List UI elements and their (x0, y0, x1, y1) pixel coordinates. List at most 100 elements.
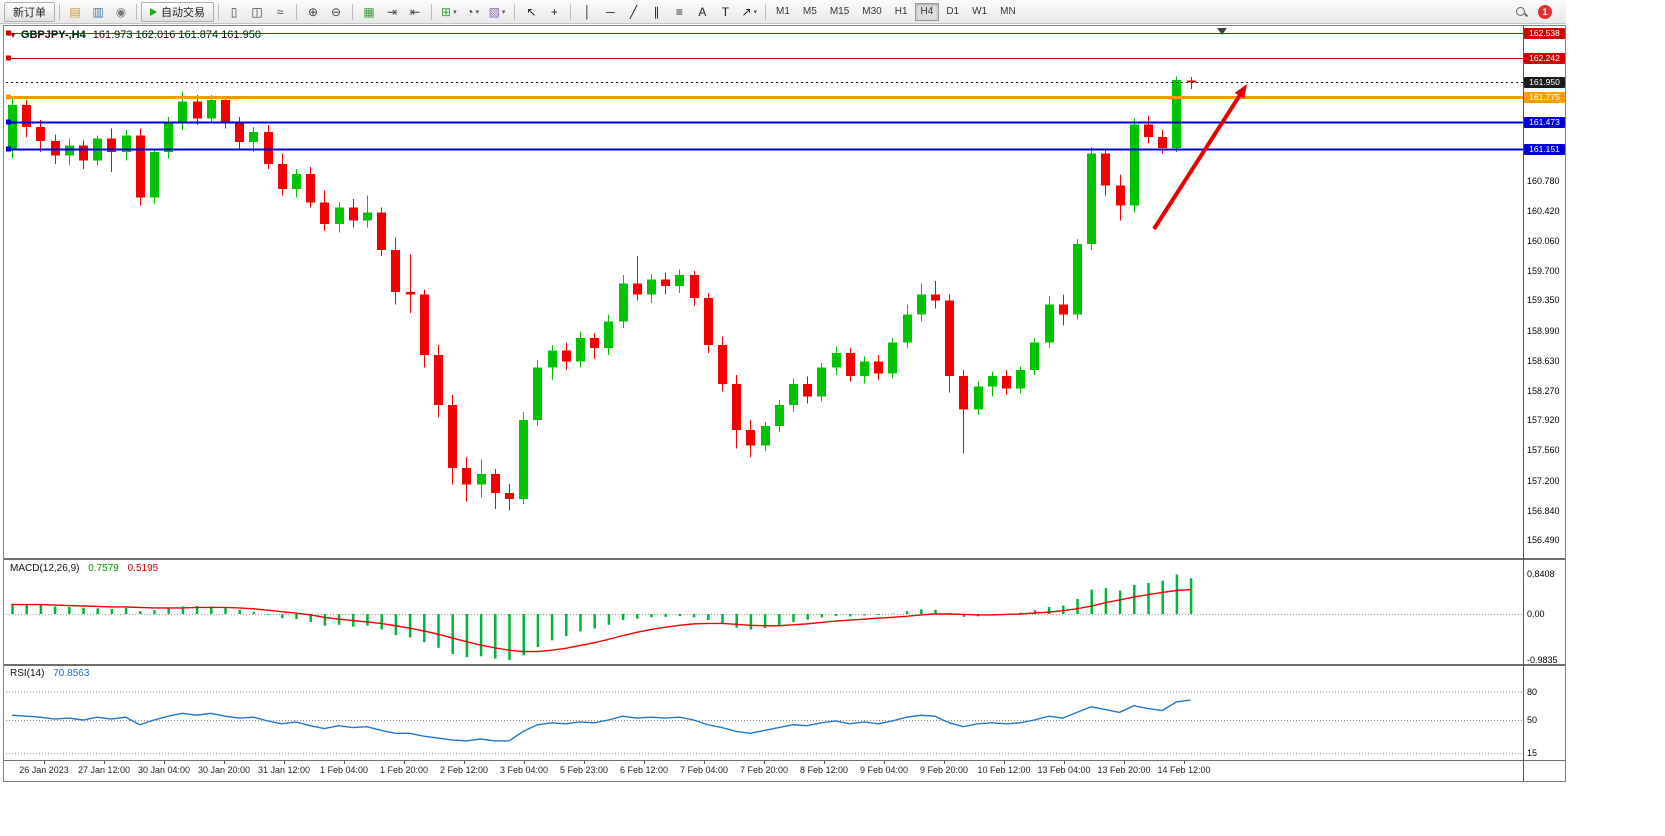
timeframe-d1-button[interactable]: D1 (946, 6, 960, 17)
macd-signal-value: 0.5195 (127, 563, 159, 574)
chart-title: ▼ GBPJPY-,H4 161.973 162.016 161.874 161… (9, 29, 261, 41)
bar-chart-icon[interactable]: ▯ (230, 4, 238, 19)
time-axis-label: 31 Jan 12:00 (257, 765, 311, 775)
macd-scale-tick: 0.00 (1527, 609, 1545, 619)
time-axis-label: 3 Feb 04:00 (499, 765, 549, 775)
channel-icon[interactable]: ∥ (653, 4, 660, 19)
time-axis-label: 5 Feb 23:00 (559, 765, 609, 775)
chart-area[interactable]: ▼ GBPJPY-,H4 161.973 162.016 161.874 161… (3, 25, 1566, 782)
time-axis-label: 14 Feb 12:00 (1157, 765, 1211, 775)
data-window-icon[interactable]: ◉ (115, 4, 127, 19)
line-chart-icon[interactable]: ≈ (276, 4, 284, 19)
chart-shift-icon[interactable]: ⇤ (409, 4, 421, 19)
dropdown-caret-icon: ▾ (475, 8, 479, 16)
time-axis-label: 10 Feb 12:00 (977, 765, 1031, 775)
pane-separator[interactable] (4, 664, 1565, 666)
time-axis-label: 9 Feb 04:00 (859, 765, 909, 775)
timeframe-h4-button[interactable]: H4 (914, 2, 940, 21)
time-axis-label: 1 Feb 04:00 (319, 765, 369, 775)
templates-icon[interactable]: ▧ ▾ (488, 4, 506, 19)
timeframe-m15-button[interactable]: M15 (829, 6, 850, 17)
line-anchor-marker (6, 146, 11, 152)
toolbar-tool-groups: ▯ ◫ ≈ ⊕ ⊖ ▦ ⇥ ⇤ ⊞ ▾ ◔ ▾ ▧ ▾ ↖ + │ ─ ╱ ∥ ≡ A T ↗ ▾ (223, 2, 761, 22)
chart-ohlc: 161.973 162.016 161.874 161.950 (92, 29, 261, 41)
text-icon[interactable]: A (698, 4, 707, 19)
timeframe-h1-button[interactable]: H1 (894, 6, 908, 17)
dropdown-caret-icon: ▾ (753, 8, 758, 16)
time-axis-label: 8 Feb 12:00 (799, 765, 849, 775)
arrows-icon[interactable]: ↗ ▾ (741, 4, 758, 19)
auto-scroll-icon[interactable]: ⇥ (386, 4, 398, 19)
toolbar: 新订单 ▤ ▥ ◉ 自动交易 ▯ ◫ ≈ ⊕ ⊖ ▦ ⇥ ⇤ ⊞ ▾ ◔ ▾ ▧ ▾ ↖ + │ ─ ╱ ∥ ≡ A T ↗ ▾ M… (0, 0, 1566, 24)
zoom-out-icon[interactable]: ⊖ (330, 4, 342, 19)
chart-shift-marker[interactable] (1217, 28, 1227, 35)
price-scale-tick: 158.990 (1527, 325, 1560, 336)
timeframe-mn-button[interactable]: MN (1000, 6, 1016, 17)
timeframe-m30-button[interactable]: M30 (862, 6, 882, 17)
macd-scale-tick: 0.8408 (1527, 569, 1555, 580)
macd-main-value: 0.7579 (88, 563, 119, 574)
horizontal-line-icon[interactable]: ─ (606, 4, 615, 19)
history-center-icon[interactable]: ▤ (69, 4, 81, 19)
time-axis-label: 6 Feb 12:00 (619, 765, 669, 775)
trendline-icon[interactable]: ╱ (629, 4, 638, 19)
toolbar-separator (136, 3, 137, 20)
time-axis-label: 1 Feb 20:00 (379, 765, 429, 775)
price-scale-tick: 158.630 (1527, 355, 1560, 366)
candles-layer (8, 76, 1196, 511)
price-scale-tick: 160.060 (1527, 235, 1560, 246)
candlestick-chart-icon[interactable]: ◫ (251, 4, 263, 19)
toolbar-separator (514, 3, 516, 20)
macd-name: MACD(12,26,9) (10, 563, 80, 574)
trend-arrow-head (1234, 84, 1247, 99)
price-scale-tick: 160.780 (1527, 175, 1560, 186)
line-anchor-marker (6, 30, 11, 36)
new-order-button[interactable]: 新订单 (4, 1, 55, 22)
rsi-label: RSI(14) 70.8563 (10, 668, 89, 679)
price-scale-tick: 156.490 (1527, 535, 1560, 546)
time-axis-label: 30 Jan 04:00 (137, 765, 191, 775)
timeframe-w1-button[interactable]: W1 (972, 6, 988, 17)
price-scale-tick: 158.270 (1527, 385, 1560, 396)
price-scale-tick: 157.200 (1527, 475, 1560, 486)
dropdown-caret-icon: ▾ (501, 8, 506, 16)
pane-separator[interactable] (4, 558, 1565, 560)
time-axis-label: 9 Feb 20:00 (919, 765, 969, 775)
auto-trading-button[interactable]: 自动交易 (141, 1, 214, 22)
periods-icon[interactable]: ◔ ▾ (466, 4, 479, 19)
price-scale-tick: 157.920 (1527, 415, 1560, 426)
profiles-icon[interactable]: ▥ (92, 4, 104, 19)
line-anchor-marker (6, 55, 11, 61)
price-scale[interactable]: 160.780 160.420 160.060 159.700 159.350 158.9… (1524, 26, 1566, 781)
vertical-line-icon[interactable]: │ (583, 4, 592, 19)
tile-windows-icon[interactable]: ▦ (363, 4, 375, 19)
dropdown-caret-icon: ▾ (453, 8, 457, 16)
time-axis-label: 26 Jan 2023 (19, 765, 69, 775)
toolbar-separator (570, 3, 572, 20)
axis-separator (4, 760, 1565, 761)
cursor-icon[interactable]: ↖ (526, 4, 537, 19)
timeframe-m5-button[interactable]: M5 (802, 6, 817, 17)
time-axis-label: 30 Jan 20:00 (197, 765, 251, 775)
time-axis[interactable]: 26 Jan 2023 27 Jan 12:00 30 Jan 04:00 30 Ja… (4, 761, 1523, 781)
time-axis-label: 2 Feb 12:00 (439, 765, 489, 775)
search-button[interactable] (1510, 2, 1532, 22)
timeframe-m1-button[interactable]: M1 (776, 6, 790, 17)
crosshair-icon[interactable]: + (550, 4, 558, 19)
toolbar-separator (765, 3, 767, 20)
search-icon (1514, 5, 1528, 19)
zoom-in-icon[interactable]: ⊕ (307, 4, 319, 19)
time-axis-label: 13 Feb 04:00 (1037, 765, 1091, 775)
fibonacci-icon[interactable]: ≡ (675, 4, 683, 19)
symbol-marker-icon: ▼ (9, 31, 17, 40)
indicators-icon[interactable]: ⊞ ▾ (441, 4, 457, 19)
notification-badge[interactable]: 1 (1538, 4, 1552, 19)
timeframe-toolbar: M1 M5 M15 M30 H1 H4 D1 W1 MN (770, 2, 1022, 21)
price-level-label: 161.473 (1524, 116, 1565, 128)
text-label-icon[interactable]: T (721, 4, 730, 19)
chart-canvas (4, 26, 1565, 781)
trend-arrow-object[interactable] (1152, 94, 1242, 231)
price-level-label: 161.775 (1524, 91, 1565, 103)
price-scale-tick: 159.350 (1527, 295, 1560, 306)
